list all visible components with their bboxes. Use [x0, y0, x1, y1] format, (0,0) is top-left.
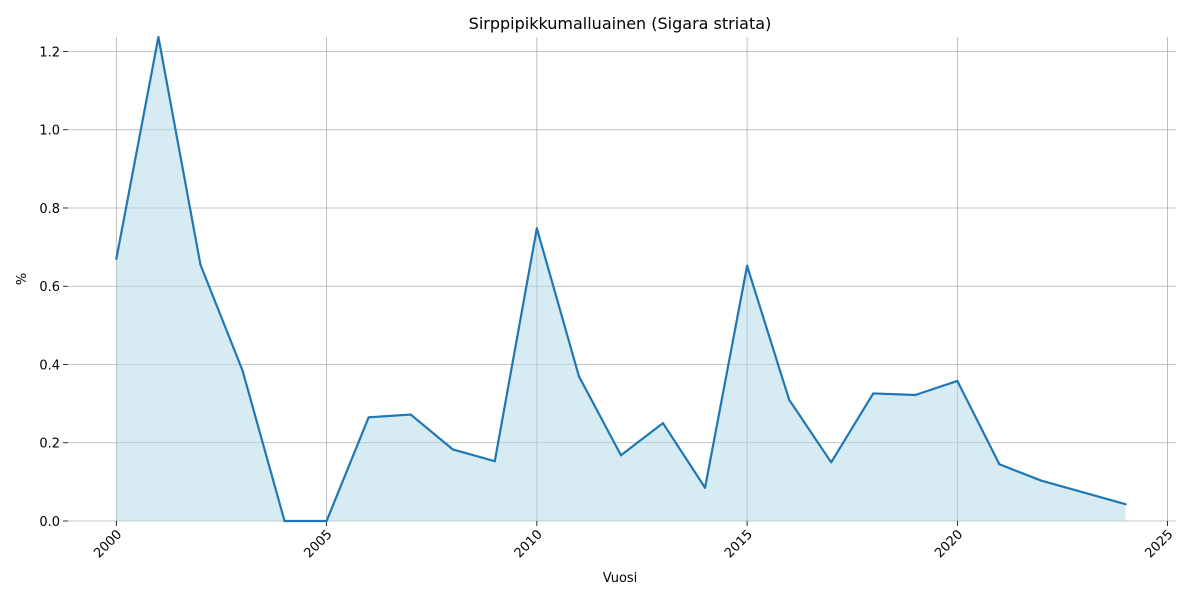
data-point [788, 398, 791, 401]
data-point [872, 392, 875, 395]
data-point [745, 264, 749, 267]
x-tick-label: 2005 [301, 527, 335, 561]
data-point [493, 460, 496, 463]
data-point [1040, 479, 1043, 482]
data-point [661, 422, 665, 425]
data-point [409, 413, 412, 416]
data-point [451, 448, 454, 451]
data-point [830, 461, 833, 464]
y-tick-label: 1.0 [39, 124, 60, 139]
data-point [115, 257, 118, 260]
chart-title: Sirppipikkumalluainen (Sigara striata) [469, 14, 772, 33]
data-point [325, 519, 328, 523]
data-point [283, 519, 286, 523]
y-tick-label: 0.4 [39, 358, 60, 373]
area-fill [116, 37, 1126, 521]
data-point [998, 463, 1001, 466]
data-point [703, 486, 707, 489]
x-tick-label: 2015 [722, 527, 756, 561]
data-point [619, 454, 623, 457]
data-point [577, 375, 580, 378]
x-tick-label: 2025 [1142, 527, 1176, 561]
y-axis-title: % [15, 273, 30, 285]
data-point [199, 263, 202, 266]
data-point [914, 393, 917, 397]
data-point [1124, 503, 1127, 506]
x-tick-label: 2020 [932, 527, 966, 561]
x-axis-ticks: 2000 2005 2010 2015 2020 2025 [91, 521, 1176, 561]
x-axis-title: Vuosi [603, 571, 638, 586]
y-tick-label: 0.2 [39, 437, 60, 452]
data-point [535, 227, 538, 230]
data-point [157, 35, 160, 39]
y-tick-label: 0.8 [39, 202, 60, 217]
y-tick-label: 0.6 [39, 280, 60, 295]
y-tick-label: 1.2 [39, 45, 60, 60]
data-point [1082, 491, 1085, 494]
y-tick-label: 0.0 [39, 515, 60, 530]
data-point [367, 416, 370, 419]
x-tick-label: 2010 [512, 527, 546, 561]
data-point [956, 379, 959, 383]
data-point [241, 369, 244, 372]
y-axis-ticks: 0.0 0.2 0.4 0.6 0.8 1.0 1.2 [39, 45, 68, 530]
x-tick-label: 2000 [91, 527, 125, 561]
